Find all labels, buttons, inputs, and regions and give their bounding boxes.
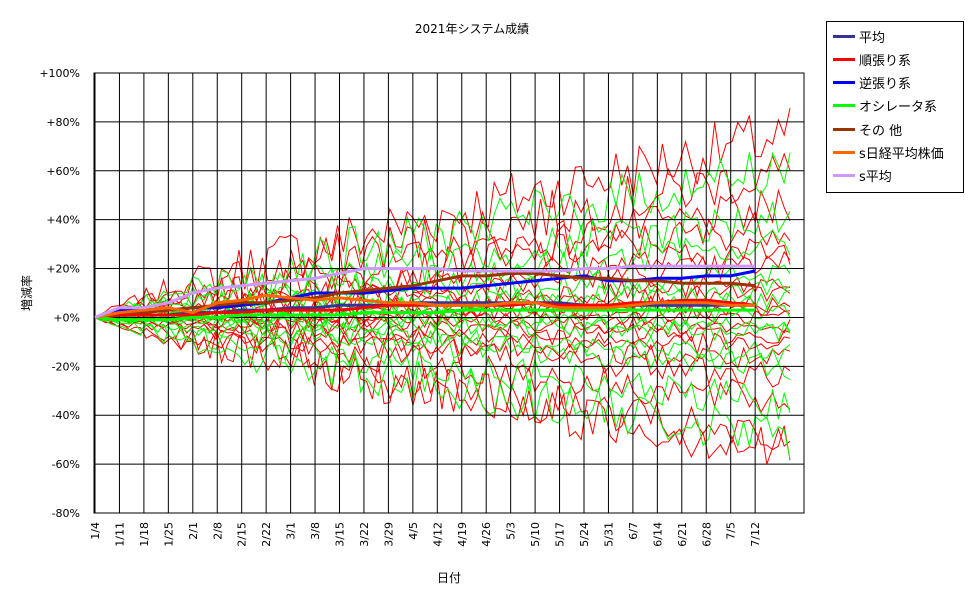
background-line [93,316,791,380]
x-tick-label: 5/24 [578,522,591,547]
legend-item: 平均 [833,26,885,46]
y-axis-ticks: +100% +80% +60% +40% +20% +0% -20% -40% -60% -80% [39,67,80,520]
x-axis-label: 日付 [437,571,461,585]
x-tick-label: 1/4 [89,522,102,540]
x-tick-label: 2/8 [211,522,224,540]
x-tick-label: 1/11 [113,522,126,547]
legend: 平均順張り系逆張り系オシレータ系 その 他 s日経平均株価 s平均 [826,21,964,193]
x-tick-label: 4/19 [456,522,469,547]
x-tick-label: 5/3 [505,522,518,540]
x-tick-label: 6/21 [676,522,689,547]
series-line [94,308,756,322]
y-tick-label: +20% [46,263,80,276]
legend-item: 順張り系 [833,49,911,69]
x-tick-label: 4/12 [431,522,444,547]
y-tick-label: +40% [46,214,80,227]
legend-swatch [833,81,855,85]
x-tick-label: 3/15 [334,522,347,547]
x-tick-label: 2/1 [187,522,200,540]
legend-swatch [833,127,855,131]
y-tick-label: -60% [52,458,80,471]
legend-item: オシレータ系 [833,96,937,116]
legend-swatch [833,34,855,38]
y-tick-label: +80% [46,116,80,129]
x-tick-label: 6/7 [627,522,640,540]
legend-item: s日経平均株価 [833,143,944,163]
background-line [93,312,791,342]
x-tick-label: 5/31 [602,522,615,547]
y-tick-label: -20% [52,360,80,373]
x-tick-label: 7/12 [749,522,762,547]
legend-label: 平均 [859,30,886,46]
background-line [93,151,791,318]
x-tick-label: 4/26 [480,522,493,547]
legend-swatch [833,104,855,108]
x-tick-label: 1/18 [138,522,151,547]
x-tick-label: 5/10 [529,522,542,547]
x-tick-label: 7/5 [725,522,738,540]
x-tick-label: 6/14 [651,522,664,547]
background-line [93,315,791,345]
background-line [93,316,791,420]
series-line [94,293,756,319]
legend-label: s平均 [859,170,892,186]
legend-label: 逆張り系 [859,77,912,93]
legend-label: その 他 [859,123,903,139]
legend-swatch [833,57,855,61]
legend-item: s平均 [833,166,892,186]
legend-label: 順張り系 [859,53,912,69]
background-line [93,316,791,365]
x-tick-label: 1/25 [162,522,175,547]
background-line [93,316,791,460]
background-line [93,316,791,459]
y-tick-label: -80% [52,507,80,520]
legend-item: その 他 [833,119,902,139]
background-line [93,264,791,318]
background-lines [93,107,791,465]
chart-title: 2021年システム成績 [415,22,529,36]
legend-swatch [833,174,855,178]
legend-label: オシレータ系 [859,100,938,116]
background-line [93,316,791,465]
legend-item: 逆張り系 [833,73,911,93]
x-axis-ticks: 1/4 1/11 1/18 1/25 2/1 2/8 2/15 2/22 3/1 3/8 3/15 3… [89,522,762,547]
y-tick-label: -40% [52,409,80,422]
x-tick-label: 6/28 [700,522,713,547]
background-line [93,107,791,318]
x-tick-label: 4/5 [407,522,420,540]
x-tick-label: 2/15 [236,522,249,547]
plot-area-border [93,72,805,514]
x-tick-label: 3/1 [285,522,298,540]
x-tick-label: 3/22 [358,522,371,547]
y-tick-label: +100% [39,67,80,80]
y-tick-label: +0% [53,311,80,324]
x-tick-label: 3/29 [382,522,395,547]
background-line [93,315,791,356]
x-tick-label: 2/22 [260,522,273,547]
background-line [93,152,791,318]
y-axis-label: 増減率 [19,275,34,311]
series-lines [94,264,756,322]
legend-label: s日経平均株価 [859,147,944,162]
x-tick-label: 3/8 [309,522,322,540]
background-line [93,229,791,318]
legend-swatch [833,151,855,154]
y-tick-label: +60% [46,165,80,178]
x-tick-label: 5/17 [554,522,567,547]
series-line [94,264,756,319]
